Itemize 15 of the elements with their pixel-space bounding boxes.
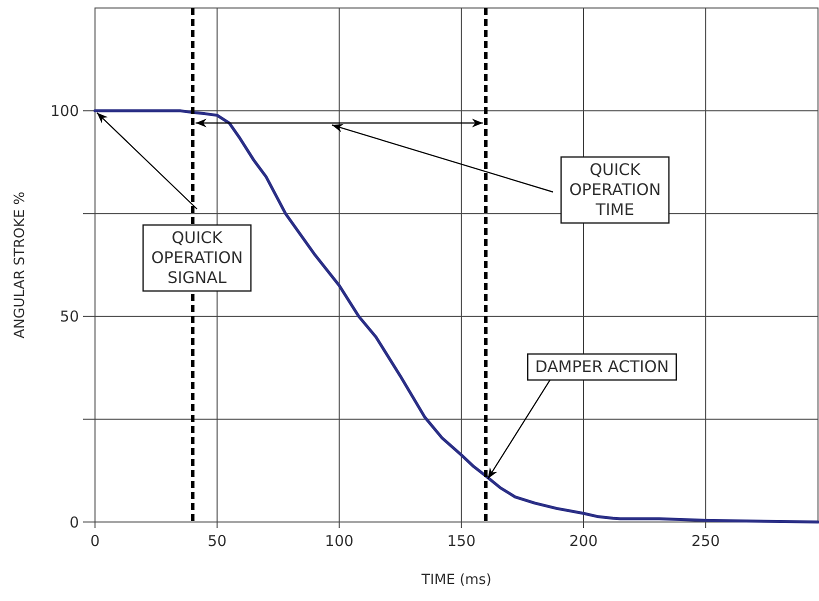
y-tick-label: 0	[69, 513, 79, 532]
x-tick-label: 150	[447, 532, 476, 550]
x-tick-label: 200	[569, 532, 598, 550]
y-tick-label: 100	[50, 102, 79, 120]
annotation: QUICK OPERATION SIGNAL	[151, 228, 243, 287]
y-axis-title: ANGULAR STROKE %	[12, 192, 28, 338]
x-tick-label: 0	[90, 532, 100, 550]
x-tick-label: 250	[691, 532, 720, 550]
annotation: QUICK OPERATION TIME	[569, 160, 661, 219]
x-tick-label: 50	[208, 532, 227, 550]
line-series	[94, 109, 819, 524]
x-tick-label: 100	[324, 532, 354, 550]
y-tick-label: 50	[60, 308, 79, 326]
annotation: DAMPER ACTION	[535, 357, 669, 376]
x-axis-title: TIME (ms)	[420, 572, 492, 588]
